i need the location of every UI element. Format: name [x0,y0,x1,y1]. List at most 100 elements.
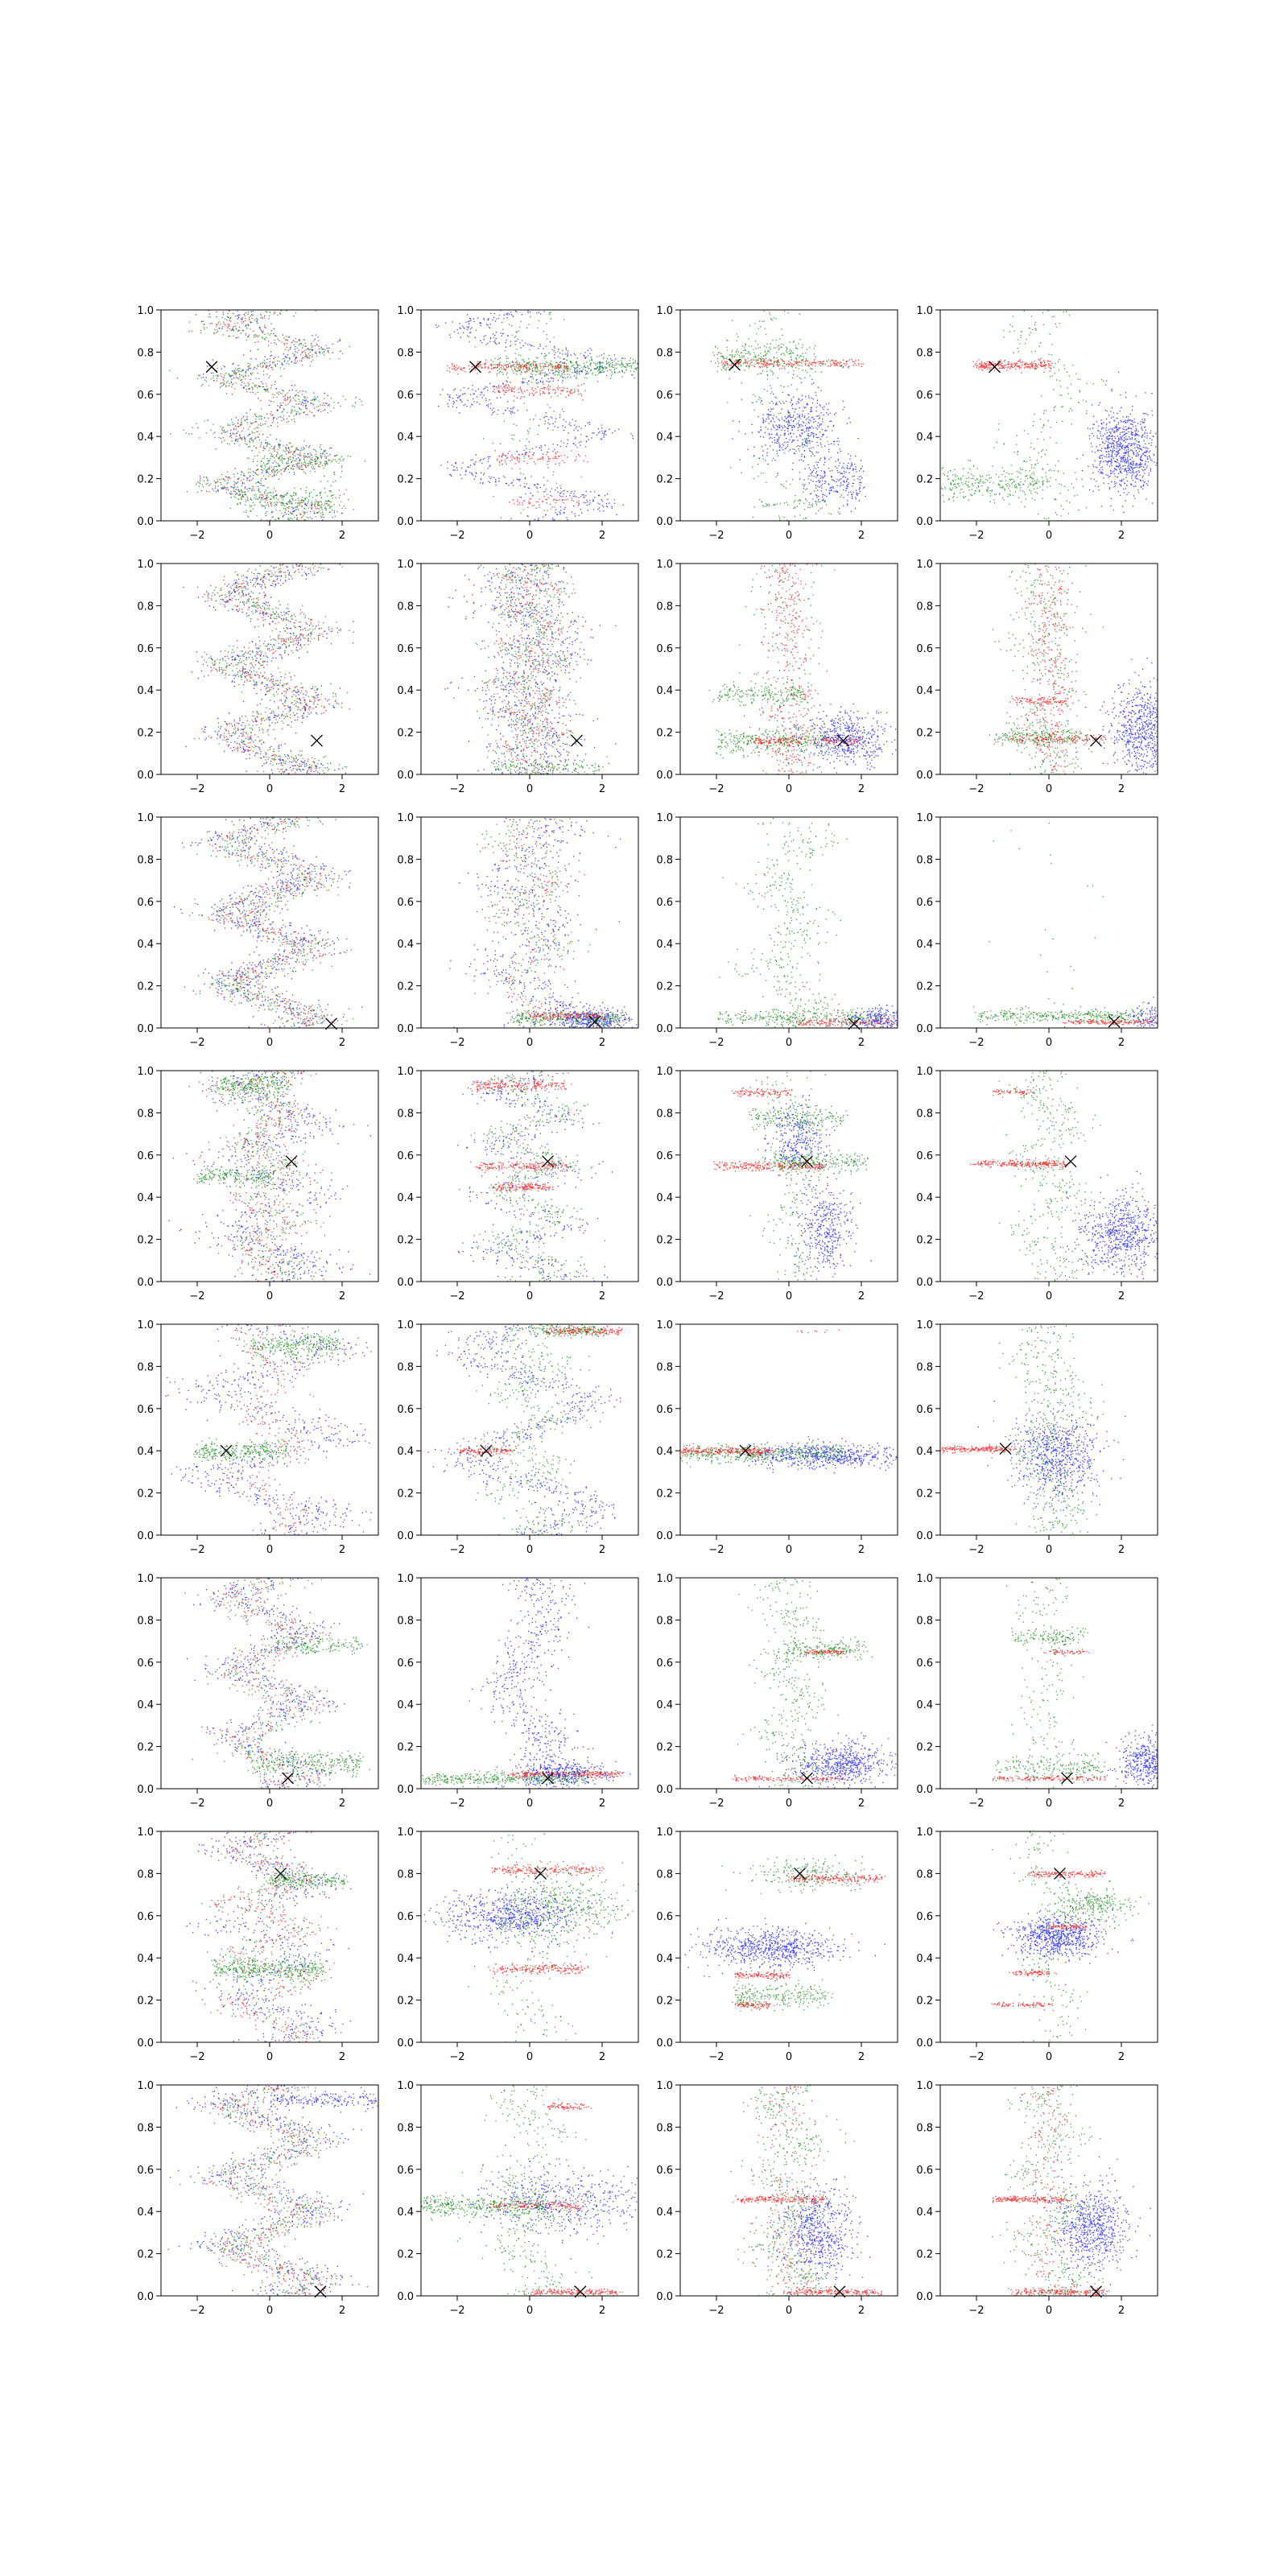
x-tick-label: 2 [599,530,605,542]
x-tick-label: 0 [526,1037,533,1049]
x-marker [729,358,741,371]
points-red [1006,2085,1083,2296]
series-green-cluster-1 [993,310,1104,521]
subplot-r1-c1: −2 0 2 0.0 0.2 0.4 0.6 0.8 1.0 [397,559,639,795]
y-tick-label: 0.2 [916,1996,933,2008]
x-tick-label: 2 [858,1037,865,1049]
points-blue [684,1918,886,1979]
x-marker [801,1155,813,1168]
axes-frame [939,1070,1158,1282]
y-tick-label: 0.2 [137,474,154,486]
series-red-cluster-2 [447,359,570,375]
x-tick-label: −2 [968,783,984,795]
series-green-cluster-2 [190,817,354,1028]
x-tick-label: −2 [449,1544,464,1556]
points-green [719,818,848,1028]
points-blue [768,1732,898,1789]
subplot-r6-c0: −2 0 2 0.0 0.2 0.4 0.6 0.8 1.0 [137,1827,379,2063]
series-red-cluster-0 [940,1444,1017,1454]
y-tick-label: 0.8 [397,1615,414,1627]
y-tick-label: 0.2 [397,1742,414,1754]
scatter-points [680,1329,898,1474]
points-red [992,1775,1106,1782]
x-tick-label: 2 [858,783,865,795]
axes-frame [420,309,639,522]
points-red [734,1970,791,1982]
y-tick-label: 0.8 [137,854,154,866]
x-tick-label: 0 [266,1544,273,1556]
y-tick-label: 0.8 [916,854,933,866]
x-tick-label: −2 [449,1798,464,1810]
x-tick-label: 2 [1118,783,1125,795]
points-red [1009,1969,1057,1976]
scatter-points [940,1325,1126,1535]
subplot-r0-c2: −2 0 2 0.0 0.2 0.4 0.6 0.8 1.0 [656,305,898,542]
y-tick-label: 1.0 [397,1827,414,1839]
series-green-cluster-3 [495,1862,638,1959]
y-tick-label: 0.8 [137,1868,154,1880]
y-tick-label: 0.8 [656,1361,673,1373]
y-tick-label: 0.2 [916,2249,933,2261]
x-tick-label: 2 [1118,1544,1125,1556]
x-tick-label: 2 [339,2051,345,2063]
series-blue-cluster-2 [993,1905,1134,1986]
series-green-cluster-4 [1006,1578,1088,1789]
points-red [1009,696,1067,708]
points-green [989,725,1091,751]
scatter-points [710,311,866,521]
x-tick-label: −2 [189,2051,204,2063]
x-tick-label: 0 [1046,1290,1052,1302]
series-red-cluster-3 [217,1325,327,1535]
series-green-cluster-5 [736,564,836,774]
series-red-cluster-5 [991,2001,1053,2008]
scatter-points [992,2085,1151,2296]
points-green [246,445,344,482]
subplot-r3-c3: −2 0 2 0.0 0.2 0.4 0.6 0.8 1.0 [916,1066,1158,1302]
subplot-r3-c0: −2 0 2 0.0 0.2 0.4 0.6 0.8 1.0 [137,1066,379,1302]
subplot-r6-c3: −2 0 2 0.0 0.2 0.4 0.6 0.8 1.0 [916,1827,1158,2063]
x-tick-label: 0 [526,1544,533,1556]
y-tick-label: 0.8 [916,1615,933,1627]
points-blue [529,1001,638,1028]
y-tick-label: 0.0 [137,770,154,782]
y-tick-label: 0.0 [397,516,414,528]
points-red [473,818,589,1026]
subplot-r2-c1: −2 0 2 0.0 0.2 0.4 0.6 0.8 1.0 [397,812,639,1049]
y-tick-label: 1.0 [916,812,933,824]
y-tick-label: 0.6 [656,897,673,909]
x-tick-label: −2 [708,1798,724,1810]
x-tick-label: 0 [266,2305,273,2317]
series-red-cluster-3 [1046,1923,1088,1931]
x-tick-label: −2 [968,530,984,542]
points-red [183,817,351,1027]
series-blue-cluster-0 [167,2085,364,2296]
series-blue-cluster-2 [732,374,851,477]
series-green-cluster-1 [211,1948,335,1988]
x-tick-label: −2 [968,1798,984,1810]
series-green-cluster-2 [989,725,1091,751]
points-red [494,448,588,469]
subplot-r7-c0: −2 0 2 0.0 0.2 0.4 0.6 0.8 1.0 [137,2080,379,2317]
y-tick-label: 1.0 [137,1573,154,1585]
series-red-cluster-2 [789,1018,895,1027]
x-tick-label: 0 [1046,1544,1052,1556]
series-red-cluster-3 [493,383,586,400]
subplot-r4-c2: −2 0 2 0.0 0.2 0.4 0.6 0.8 1.0 [656,1319,898,1556]
series-green-cluster-3 [986,823,1104,1028]
points-green [466,312,596,521]
series-blue-cluster-3 [762,2163,871,2296]
points-blue [770,704,898,774]
y-tick-label: 0.4 [656,685,673,697]
y-tick-label: 0.4 [137,939,154,951]
series-green-cluster-4 [201,1831,320,2042]
x-tick-label: 0 [266,1037,273,1049]
x-tick-label: 2 [1118,2305,1125,2317]
series-green-cluster-4 [509,1006,625,1028]
y-tick-label: 0.6 [916,897,933,909]
series-red-cluster-4 [1009,696,1067,708]
points-blue [993,1905,1134,1986]
points-green [753,498,826,510]
series-red-cluster-0 [785,1872,886,1885]
series-blue-cluster-4 [770,704,898,774]
x-tick-label: 2 [1118,530,1125,542]
